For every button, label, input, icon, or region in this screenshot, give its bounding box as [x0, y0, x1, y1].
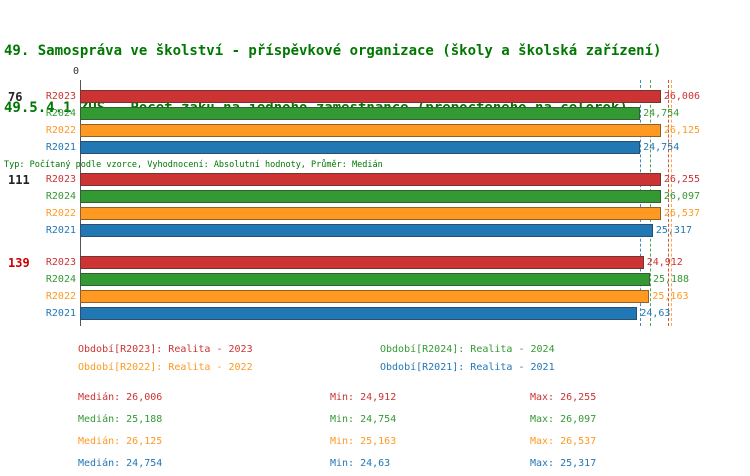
- series-label: R2021: [45, 308, 76, 319]
- stat-max-R2023: Max: 26,255: [530, 392, 597, 403]
- group-label: 139: [8, 255, 30, 270]
- chart-row: R2021 24,754: [0, 139, 750, 156]
- bar-value-label: 25,188: [652, 274, 690, 285]
- bar-track: 25,163: [80, 290, 700, 303]
- stat-max-R2021: Max: 25,317: [530, 458, 597, 469]
- series-label: R2021: [45, 142, 76, 153]
- bar-value-label: 26,537: [663, 208, 700, 219]
- bar: [80, 290, 650, 303]
- bar-track: 26,537: [80, 207, 700, 220]
- y-axis-line: [80, 80, 81, 326]
- bar-track: 26,125: [80, 124, 700, 137]
- chart-row: R2024 24,754: [0, 105, 750, 122]
- series-label: R2024: [45, 191, 76, 202]
- chart-row: 139 R2023 24,912: [0, 254, 750, 271]
- median-line-R2024: [649, 80, 651, 326]
- bar-track: 26,097: [80, 190, 700, 203]
- bar-track: 24,912: [80, 256, 700, 269]
- chart-row: R2024 26,097: [0, 188, 750, 205]
- legend-item-ObdobR2023: Období[R2023]: Realita - 2023: [78, 344, 253, 355]
- bar-value-label: 24,912: [646, 257, 683, 268]
- bar-value-label: 24,754: [643, 142, 680, 153]
- chart-row: R2024 25,188: [0, 271, 750, 288]
- bar-value-label: 24,754: [643, 108, 680, 119]
- median-line-R2022: [671, 80, 673, 326]
- bar-track: 24,754: [80, 141, 700, 154]
- legend-item-ObdobR2024: Období[R2024]: Realita - 2024: [380, 344, 555, 355]
- chart-row: R2021 25,317: [0, 222, 750, 239]
- series-label: R2022: [45, 291, 76, 302]
- bar: [80, 207, 661, 220]
- stat-min-R2023: Min: 24,912: [330, 392, 397, 403]
- bar-value-label: 26,125: [663, 125, 700, 136]
- chart-row: R2022 26,125: [0, 122, 750, 139]
- legend-item-ObdobR2021: Období[R2021]: Realita - 2021: [380, 362, 555, 373]
- series-label: R2024: [45, 274, 76, 285]
- bar-value-label: 26,006: [663, 91, 700, 102]
- bar: [80, 190, 661, 203]
- stat-median-R2021: Medián: 24,754: [78, 458, 163, 469]
- bar: [80, 107, 641, 120]
- bar-chart: 0 76 R2023 26,006 R2024 24,754 R2022 26,125 R20…: [0, 66, 750, 334]
- stat-max-R2024: Max: 26,097: [530, 414, 597, 425]
- report-title-line1: 49. Samospráva ve školství - příspěvkové…: [4, 43, 662, 59]
- median-line-R2021: [640, 80, 642, 326]
- bar-value-label: 24,63: [640, 308, 671, 319]
- chart-row: R2021 24,63: [0, 305, 750, 322]
- stat-median-R2023: Medián: 26,006: [78, 392, 163, 403]
- bar: [80, 256, 644, 269]
- series-label: R2022: [45, 125, 76, 136]
- chart-row: 76 R2023 26,006: [0, 88, 750, 105]
- bar-track: 25,188: [80, 273, 700, 286]
- bar-value-label: 25,317: [655, 225, 692, 236]
- bar: [80, 90, 661, 103]
- legend-item-ObdobR2022: Období[R2022]: Realita - 2022: [78, 362, 253, 373]
- series-label: R2023: [45, 257, 76, 268]
- bar-value-label: 25,163: [652, 291, 689, 302]
- series-label: R2023: [45, 174, 76, 185]
- series-label: R2022: [45, 208, 76, 219]
- group-label: 111: [8, 172, 30, 187]
- series-label: R2023: [45, 91, 76, 102]
- chart-row: R2022 26,537: [0, 205, 750, 222]
- bar: [80, 224, 653, 237]
- chart-row: 111 R2023 26,255: [0, 171, 750, 188]
- stat-min-R2022: Min: 25,163: [330, 436, 397, 447]
- series-label: R2021: [45, 225, 76, 236]
- bar: [80, 273, 650, 286]
- bar: [80, 124, 661, 137]
- bar: [80, 173, 661, 186]
- median-line-R2023: [668, 80, 670, 326]
- bar-track: 26,006: [80, 90, 700, 103]
- chart-group: 76 R2023 26,006 R2024 24,754 R2022 26,125 R2021…: [0, 88, 750, 156]
- bar: [80, 307, 638, 320]
- stat-median-R2022: Medián: 26,125: [78, 436, 163, 447]
- bar-track: 24,63: [80, 307, 700, 320]
- bar: [80, 141, 641, 154]
- bar-value-label: 26,097: [663, 191, 700, 202]
- bar-track: 26,255: [80, 173, 700, 186]
- x-axis-origin-label: 0: [72, 66, 79, 77]
- bar-track: 25,317: [80, 224, 700, 237]
- legend: Období[R2023]: Realita - 2023 Období[R202…: [78, 344, 720, 374]
- report-meta-line: Typ: Počítaný podle vzorce, Vyhodnocení:…: [4, 160, 383, 170]
- stat-max-R2022: Max: 26,537: [530, 436, 597, 447]
- chart-group: 111 R2023 26,255 R2024 26,097 R2022 26,537 R202…: [0, 171, 750, 239]
- stat-min-R2021: Min: 24,63: [330, 458, 391, 469]
- stat-median-R2024: Medián: 25,188: [78, 414, 163, 425]
- series-label: R2024: [45, 108, 76, 119]
- bar-track: 24,754: [80, 107, 700, 120]
- group-label: 76: [8, 89, 23, 104]
- chart-row: R2022 25,163: [0, 288, 750, 305]
- stat-min-R2024: Min: 24,754: [330, 414, 397, 425]
- bar-value-label: 26,255: [663, 174, 700, 185]
- stats-table: Medián: 26,006 Min: 24,912 Max: 26,255 Medi…: [78, 392, 710, 470]
- chart-group: 139 R2023 24,912 R2024 25,188 R2022 25,163 R202…: [0, 254, 750, 322]
- chart-rows: 76 R2023 26,006 R2024 24,754 R2022 26,125 R2021…: [0, 88, 750, 337]
